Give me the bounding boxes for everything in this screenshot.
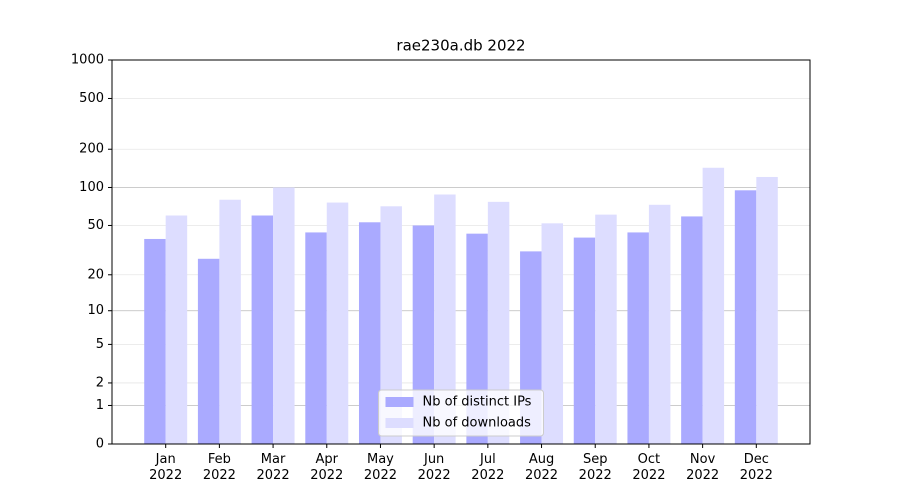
bar (197, 258, 220, 444)
x-tick-label: Jul 2022 (471, 452, 505, 483)
legend-label: Nb of distinct IPs (423, 395, 532, 410)
bar (165, 215, 188, 444)
legend: Nb of distinct IPs Nb of downloads (378, 389, 544, 437)
y-tick-label: 1000 (71, 53, 104, 68)
y-tick-label: 5 (96, 337, 104, 352)
bar (326, 202, 349, 444)
bar (358, 222, 381, 444)
x-tick-label: Mar 2022 (256, 452, 290, 483)
bar (734, 190, 757, 444)
bar (573, 237, 596, 444)
bar (648, 204, 671, 444)
y-tick-label: 100 (79, 180, 104, 195)
bar (380, 206, 402, 444)
y-tick-label: 200 (79, 142, 104, 157)
bar (412, 225, 435, 444)
bar (627, 232, 649, 444)
plot-frame (111, 59, 811, 445)
x-tick-label: Nov 2022 (686, 452, 720, 483)
bar (219, 199, 241, 444)
bar (756, 176, 778, 445)
y-tick-label: 10 (87, 303, 104, 318)
x-tick-label: Apr 2022 (310, 452, 344, 483)
x-tick-label: Dec 2022 (739, 452, 773, 483)
legend-swatch (385, 418, 414, 428)
x-tick-label: Aug 2022 (524, 452, 559, 483)
y-tick-label: 500 (79, 91, 104, 106)
y-tick-label: 50 (87, 218, 104, 233)
chart-title: rae230a.db 2022 (396, 37, 525, 55)
bar (434, 194, 456, 444)
bar (541, 223, 564, 444)
x-tick-label: Feb 2022 (202, 452, 236, 483)
bar (681, 216, 703, 444)
bar (144, 238, 166, 444)
x-tick-label: May 2022 (363, 452, 397, 483)
x-tick-label: Jan 2022 (149, 452, 183, 483)
legend-box (378, 389, 544, 437)
legend-label: Nb of downloads (423, 416, 532, 431)
bar (251, 215, 274, 444)
bar (487, 201, 510, 444)
x-tick-label: Oct 2022 (632, 452, 666, 483)
y-tick-label: 1 (96, 398, 104, 413)
bar (305, 232, 327, 444)
y-tick-label: 2 (96, 375, 104, 390)
bar (273, 187, 295, 444)
x-tick-label: Jun 2022 (417, 452, 451, 483)
y-tick-label: 0 (96, 437, 104, 452)
bar (702, 167, 725, 444)
x-tick-label: Sep 2022 (578, 452, 612, 483)
y-tick-label: 20 (87, 267, 104, 282)
bar (595, 214, 617, 444)
legend-swatch (385, 397, 414, 407)
